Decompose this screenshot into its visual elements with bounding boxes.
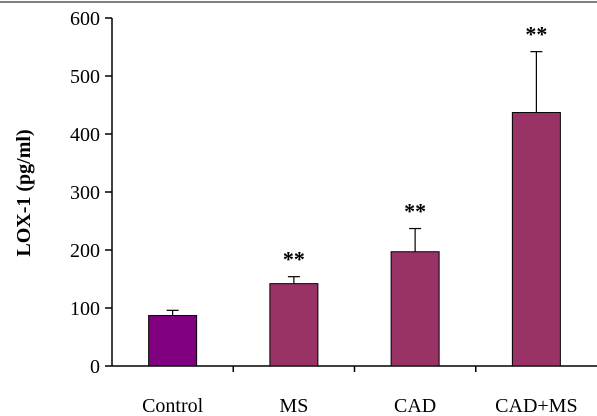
bar-ms <box>269 283 319 367</box>
significance-label: ** <box>525 22 547 47</box>
significance-label: ** <box>404 199 426 224</box>
x-category-label: Control <box>142 395 204 416</box>
bar-control <box>148 315 198 367</box>
y-tick-label: 600 <box>70 8 100 30</box>
plot-area: 0 100 200 300 400 500 600 Control ** MS ** CAD ** CAD… <box>70 8 597 416</box>
significance-label: ** <box>283 247 305 272</box>
bar-cad <box>390 251 440 367</box>
y-tick-label: 100 <box>70 298 100 320</box>
y-tick-label: 200 <box>70 240 100 262</box>
y-tick-label: 0 <box>90 356 100 378</box>
y-tick-label: 500 <box>70 66 100 88</box>
y-tick-label: 300 <box>70 182 100 204</box>
x-category-label: MS <box>279 395 308 416</box>
x-category-label: CAD+MS <box>495 395 577 416</box>
bar-cad-ms <box>511 112 561 367</box>
x-category-label: CAD <box>394 395 436 416</box>
y-tick-label: 400 <box>70 124 100 146</box>
y-axis-title: LOX-1 (pg/ml) <box>13 129 35 256</box>
